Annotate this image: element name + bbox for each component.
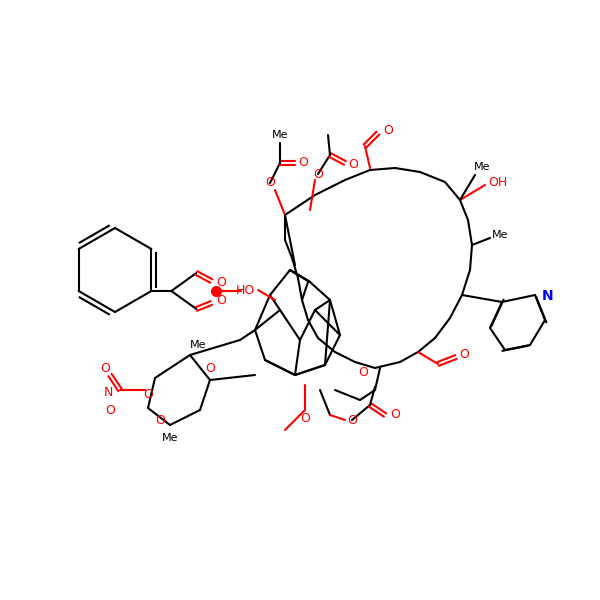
Text: N: N xyxy=(542,289,554,303)
Text: Me: Me xyxy=(190,340,206,350)
Text: Me: Me xyxy=(162,433,178,443)
Text: Me: Me xyxy=(474,162,490,172)
Text: O: O xyxy=(155,413,165,427)
Text: O: O xyxy=(313,167,323,181)
Text: N: N xyxy=(103,386,113,400)
Text: HO: HO xyxy=(236,283,255,296)
Text: O: O xyxy=(348,158,358,172)
Text: O: O xyxy=(217,277,226,289)
Text: O: O xyxy=(143,389,153,401)
Text: O: O xyxy=(105,403,115,416)
Text: O: O xyxy=(205,361,215,374)
Text: O: O xyxy=(390,409,400,421)
Text: O: O xyxy=(100,361,110,374)
Text: Me: Me xyxy=(492,230,508,240)
Text: O: O xyxy=(347,413,357,427)
Text: Me: Me xyxy=(272,130,288,140)
Text: OH: OH xyxy=(488,175,508,188)
Text: O: O xyxy=(459,349,469,361)
Text: O: O xyxy=(383,124,393,136)
Text: O: O xyxy=(265,176,275,190)
Text: O: O xyxy=(217,295,226,307)
Text: O: O xyxy=(298,157,308,169)
Text: O: O xyxy=(358,367,368,379)
Text: O: O xyxy=(300,412,310,425)
